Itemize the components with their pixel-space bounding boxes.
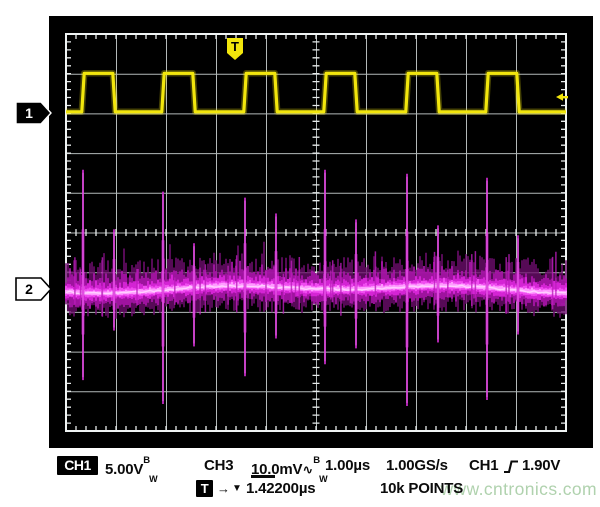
timebase-readout: 1.00µs — [325, 457, 370, 474]
trigger-source-readout: CH1 — [469, 457, 499, 474]
scope-svg: T — [65, 33, 568, 432]
ch3-bw-limit-icon: B — [313, 455, 321, 466]
watermark: www.cntronics.com — [440, 479, 597, 499]
ch3-noise-trace — [65, 169, 567, 406]
ch3-ground-coupling-bar — [251, 475, 275, 478]
rising-edge-icon — [504, 460, 518, 474]
ch3-label: CH3 — [204, 457, 234, 474]
graticule — [65, 33, 567, 432]
ch2-marker-label: 2 — [25, 281, 33, 297]
ch1-bw-limit-icon: B — [143, 455, 151, 466]
trigger-flag-label: T — [231, 39, 239, 54]
trigger-badge: T — [196, 480, 213, 497]
trigger-flag-shape — [227, 38, 243, 60]
trigger-delay-readout: 1.42200µs — [246, 480, 316, 497]
ch2-ground-marker: 2 — [15, 277, 53, 301]
ch3-scale: 10.0mV∿BW — [251, 455, 328, 484]
oscilloscope-screen: T — [49, 16, 593, 448]
ch1-square-trace — [66, 70, 566, 116]
trigger-position-flag: T — [227, 38, 243, 60]
ch1-ground-marker: 1 — [15, 101, 52, 125]
sample-rate-readout: 1.00GS/s — [386, 457, 448, 474]
right-arrow-icon: → — [217, 481, 230, 496]
down-triangle-icon: ▼ — [232, 483, 242, 494]
trigger-level-arrow-icon — [556, 93, 568, 101]
ch1-scale: 5.00VBW — [105, 455, 158, 484]
ch1-marker-label: 1 — [25, 105, 33, 121]
trigger-level-readout: 1.90V — [522, 457, 561, 474]
ch1-badge: CH1 — [57, 456, 98, 475]
ch3-ac-coupling-icon: ∿ — [302, 462, 314, 477]
